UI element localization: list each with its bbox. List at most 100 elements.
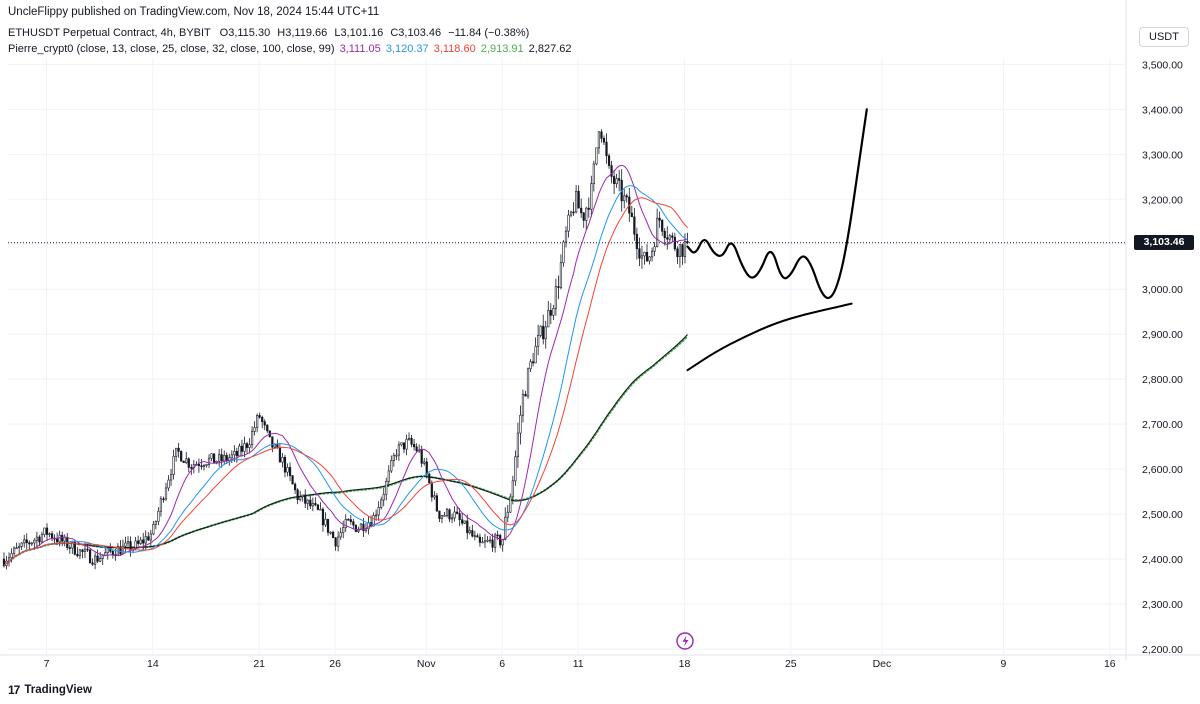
candle xyxy=(294,482,297,495)
price-tick-label: 2,200.00 xyxy=(1142,644,1183,656)
candle-body xyxy=(276,444,279,448)
candle xyxy=(45,523,49,542)
candle xyxy=(228,453,231,466)
candle-body xyxy=(380,499,383,508)
candle-body xyxy=(177,447,180,452)
candle-body xyxy=(50,533,54,539)
ohlc-change: −11.84 (−0.38%) xyxy=(448,27,530,39)
indicator-value-5: 2,827.62 xyxy=(528,43,572,55)
candle xyxy=(68,544,71,554)
candle-body xyxy=(673,237,676,250)
candle-body xyxy=(537,335,540,347)
price-axis[interactable]: 2,200.00 2,300.00 2,400.00 2,500.00 2,600.00… xyxy=(1125,0,1183,660)
candle xyxy=(50,531,54,542)
candle-body xyxy=(167,479,170,489)
candle-body xyxy=(243,443,246,452)
candle-body xyxy=(296,489,299,501)
candle-body xyxy=(569,211,573,216)
candle xyxy=(78,548,82,560)
candle-body xyxy=(625,195,628,198)
candle xyxy=(509,493,512,514)
candle xyxy=(433,491,436,500)
candle xyxy=(253,421,256,436)
candle xyxy=(405,434,408,456)
candle-body xyxy=(248,444,251,448)
candle-body xyxy=(63,536,66,542)
lightning-icon[interactable] xyxy=(676,632,694,650)
candle xyxy=(562,240,565,267)
candle-body xyxy=(567,214,570,232)
candle-body xyxy=(486,539,489,542)
candle xyxy=(494,532,497,553)
candle-body xyxy=(494,534,497,548)
candle xyxy=(218,449,221,467)
candle xyxy=(129,536,132,557)
candle xyxy=(481,537,484,544)
candle xyxy=(473,530,476,541)
candle-body xyxy=(182,460,185,464)
ohlc-open-label: O xyxy=(219,27,229,39)
candle-body xyxy=(387,470,390,482)
last-price-label: 3,103.46 xyxy=(1134,234,1194,250)
candle-body xyxy=(169,474,173,481)
candle-body xyxy=(544,326,547,340)
candle-body xyxy=(139,539,142,544)
candle xyxy=(580,198,583,218)
candle xyxy=(200,459,203,470)
candle-body xyxy=(390,460,393,472)
candle xyxy=(91,558,94,566)
indicator-label[interactable]: Pierre_crypt0 (close, 13, close, 25, clo… xyxy=(8,43,335,55)
candle-body xyxy=(676,248,679,258)
candle-body xyxy=(159,498,163,512)
symbol-title[interactable]: ETHUSDT Perpetual Contract, 4h, BYBIT xyxy=(8,27,211,39)
candle-body xyxy=(552,308,555,316)
candle xyxy=(564,226,568,248)
time-axis[interactable]: 7 14 21 26 Nov 6 11 18 25 Dec 9 16 xyxy=(0,654,1200,670)
candle-body xyxy=(354,524,357,532)
candle xyxy=(306,499,309,510)
candle xyxy=(539,325,542,338)
hand-drawn-projection xyxy=(686,108,868,372)
candle xyxy=(291,474,294,485)
candle xyxy=(377,501,380,521)
price-tick-label: 3,300.00 xyxy=(1142,149,1183,161)
candle-body xyxy=(331,531,335,539)
candle-body xyxy=(238,445,241,457)
candle-body xyxy=(119,546,122,555)
candle-body xyxy=(438,510,441,519)
price-tick-label: 3,200.00 xyxy=(1142,194,1183,206)
candle-body xyxy=(180,451,183,462)
candle xyxy=(316,503,319,511)
candle xyxy=(233,445,236,462)
candle xyxy=(240,439,244,457)
candle-body xyxy=(402,442,406,450)
candle-body xyxy=(261,416,264,423)
candle xyxy=(347,518,350,521)
candle xyxy=(207,454,211,468)
candle-body xyxy=(43,527,46,535)
candle xyxy=(167,475,170,492)
price-tick-label: 2,500.00 xyxy=(1142,509,1183,521)
candle xyxy=(440,515,444,524)
candle xyxy=(387,465,390,487)
time-tick-label: 11 xyxy=(573,658,584,670)
candle xyxy=(582,212,585,228)
candle-body xyxy=(633,216,636,235)
candle xyxy=(197,458,201,473)
candle xyxy=(471,524,474,538)
candle-body xyxy=(152,524,155,535)
candle-body xyxy=(590,183,593,210)
candle-body xyxy=(33,539,36,544)
currency-selector[interactable]: USDT xyxy=(1139,27,1189,47)
candle xyxy=(329,531,332,535)
footer-brand[interactable]: 17 TradingView xyxy=(8,683,92,697)
ohlc-open-value: 3,115.30 xyxy=(228,27,271,39)
candle xyxy=(602,135,606,145)
candle-body xyxy=(491,539,494,548)
candle xyxy=(152,520,155,536)
candle-body xyxy=(56,538,59,543)
candle-body xyxy=(137,540,140,544)
candle-body xyxy=(111,550,114,555)
candle-body xyxy=(681,244,684,257)
